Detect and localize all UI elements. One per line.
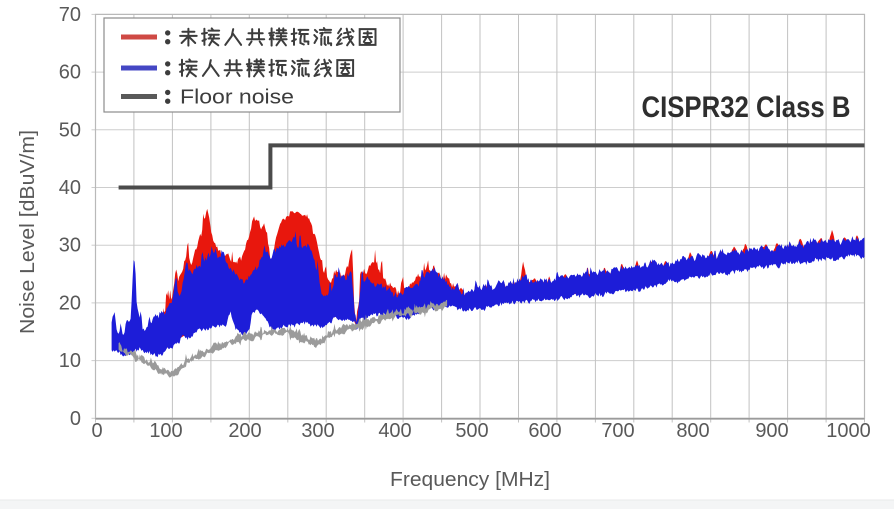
- svg-text:30: 30: [59, 235, 81, 257]
- svg-text:800: 800: [676, 420, 709, 442]
- svg-text:100: 100: [149, 420, 182, 442]
- svg-text:Frequency [MHz]: Frequency [MHz]: [390, 469, 550, 491]
- svg-text:70: 70: [59, 4, 81, 26]
- svg-text:Floor noise: Floor noise: [180, 87, 294, 109]
- svg-text:50: 50: [59, 119, 81, 141]
- svg-text:10: 10: [59, 350, 81, 372]
- svg-text:0: 0: [91, 420, 102, 442]
- svg-text:400: 400: [378, 420, 411, 442]
- svg-text:300: 300: [301, 420, 334, 442]
- svg-text:60: 60: [59, 62, 81, 84]
- svg-text:1000: 1000: [826, 420, 871, 442]
- svg-text:500: 500: [455, 420, 488, 442]
- svg-text:0: 0: [70, 408, 81, 430]
- svg-text:40: 40: [59, 177, 81, 199]
- svg-text:200: 200: [228, 420, 261, 442]
- svg-text:700: 700: [601, 420, 634, 442]
- svg-text:20: 20: [59, 292, 81, 314]
- svg-text:Noise Level [dBuV/m]: Noise Level [dBuV/m]: [17, 130, 39, 334]
- svg-text:900: 900: [755, 420, 788, 442]
- svg-text:CISPR32 Class B: CISPR32 Class B: [642, 91, 851, 124]
- svg-text:600: 600: [528, 420, 561, 442]
